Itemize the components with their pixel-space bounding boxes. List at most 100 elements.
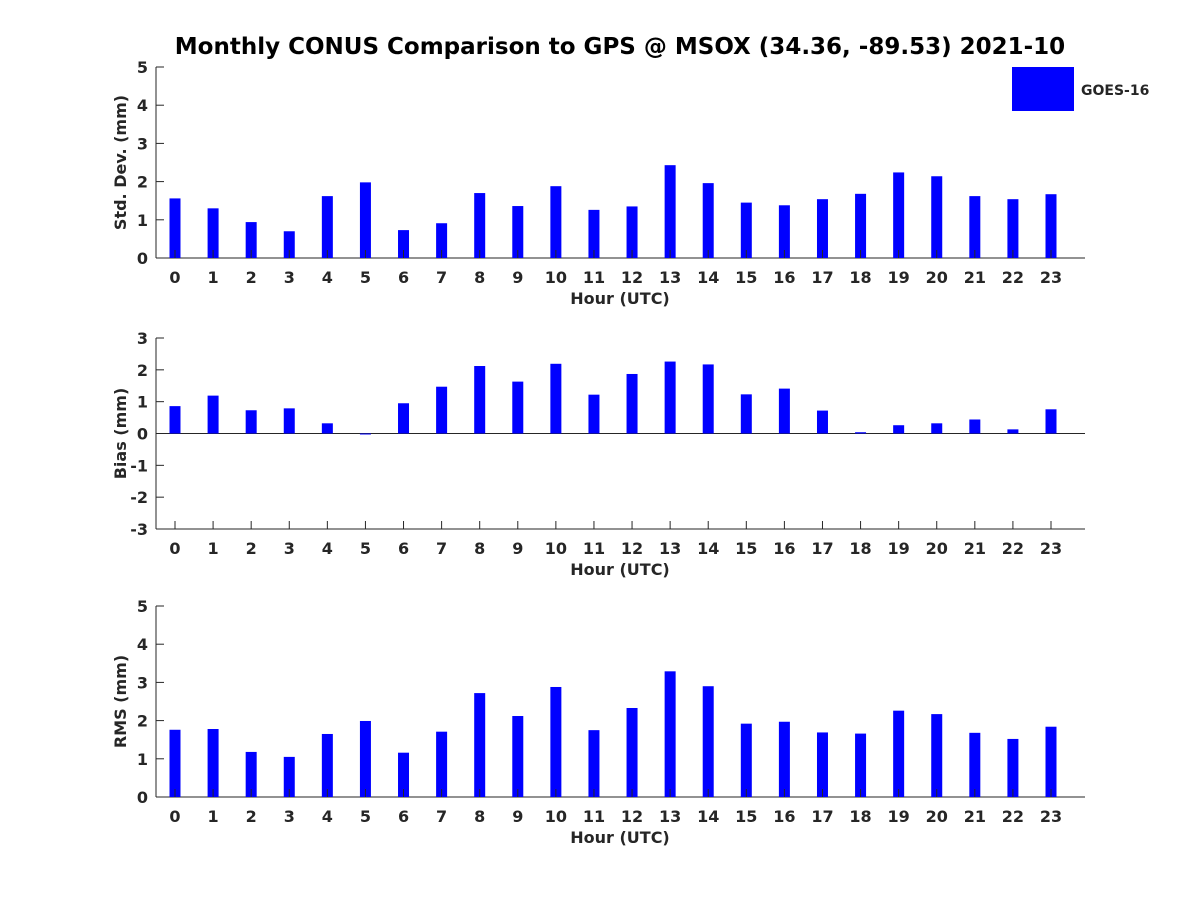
y-axis-label: RMS (mm) — [111, 655, 130, 748]
x-tick-label: 21 — [964, 807, 986, 826]
bar — [816, 199, 828, 258]
x-tick-label: 7 — [436, 539, 447, 558]
x-tick-label: 1 — [208, 807, 219, 826]
x-tick-label: 4 — [322, 807, 333, 826]
x-tick-label: 2 — [246, 807, 257, 826]
x-tick-label: 17 — [811, 539, 833, 558]
x-tick-label: 11 — [583, 807, 605, 826]
bar — [740, 202, 752, 258]
y-tick-label: 4 — [137, 635, 148, 654]
bar — [893, 172, 905, 258]
bar — [969, 732, 981, 797]
bar — [588, 394, 600, 434]
bar — [436, 386, 448, 434]
bar — [702, 686, 714, 797]
x-tick-label: 0 — [169, 268, 180, 287]
bar — [283, 756, 295, 797]
bar — [778, 388, 790, 434]
bar — [626, 373, 638, 434]
y-tick-label: 4 — [137, 96, 148, 115]
bar — [778, 205, 790, 258]
x-tick-label: 3 — [284, 268, 295, 287]
bar — [702, 364, 714, 434]
y-tick-label: 1 — [137, 750, 148, 769]
legend: GOES-16 — [1012, 67, 1149, 111]
bar — [969, 419, 981, 434]
bar — [740, 394, 752, 434]
x-tick-label: 7 — [436, 268, 447, 287]
y-tick-label: 2 — [137, 173, 148, 192]
x-tick-label: 3 — [284, 539, 295, 558]
bar — [550, 686, 562, 797]
y-tick-label: 2 — [137, 712, 148, 731]
bar — [283, 231, 295, 258]
bar — [1007, 429, 1019, 434]
bar — [207, 395, 219, 434]
bar — [664, 165, 676, 258]
x-axis-label: Hour (UTC) — [570, 560, 670, 579]
bar — [321, 423, 333, 434]
x-tick-label: 19 — [888, 539, 910, 558]
bar — [931, 176, 943, 258]
x-tick-label: 15 — [735, 807, 757, 826]
x-tick-label: 12 — [621, 268, 643, 287]
y-tick-label: 0 — [137, 788, 148, 807]
bar — [664, 361, 676, 434]
x-tick-label: 16 — [773, 268, 795, 287]
bar — [207, 729, 219, 797]
bar — [855, 733, 867, 797]
x-tick-label: 13 — [659, 539, 681, 558]
x-tick-label: 23 — [1040, 268, 1062, 287]
y-tick-label: 0 — [137, 249, 148, 268]
bar — [778, 721, 790, 797]
y-tick-label: -2 — [130, 488, 148, 507]
x-tick-label: 12 — [621, 539, 643, 558]
x-tick-label: 5 — [360, 268, 371, 287]
y-tick-label: -3 — [130, 520, 148, 539]
y-tick-label: 2 — [137, 361, 148, 380]
x-tick-label: 5 — [360, 539, 371, 558]
x-tick-label: 4 — [322, 268, 333, 287]
x-tick-label: 9 — [512, 807, 523, 826]
x-tick-label: 2 — [246, 268, 257, 287]
bar — [398, 403, 410, 434]
x-tick-label: 8 — [474, 539, 485, 558]
x-tick-label: 13 — [659, 268, 681, 287]
x-tick-label: 0 — [169, 539, 180, 558]
bar — [588, 730, 600, 797]
x-tick-label: 13 — [659, 807, 681, 826]
bar — [359, 720, 371, 797]
x-tick-label: 1 — [208, 539, 219, 558]
x-tick-label: 16 — [773, 807, 795, 826]
y-tick-label: 3 — [137, 134, 148, 153]
x-tick-label: 8 — [474, 807, 485, 826]
y-tick-label: 1 — [137, 211, 148, 230]
bar — [626, 707, 638, 797]
x-tick-label: 17 — [811, 807, 833, 826]
x-tick-label: 18 — [849, 807, 871, 826]
bar — [474, 693, 486, 797]
y-tick-label: -1 — [130, 456, 148, 475]
bar — [398, 752, 410, 797]
bar — [359, 433, 371, 435]
bar — [474, 193, 486, 258]
x-axis-label: Hour (UTC) — [570, 289, 670, 308]
bar — [512, 716, 524, 797]
x-tick-label: 9 — [512, 268, 523, 287]
y-axis-label: Bias (mm) — [111, 388, 130, 480]
bar — [512, 381, 524, 434]
x-tick-label: 18 — [849, 539, 871, 558]
x-tick-label: 3 — [284, 807, 295, 826]
x-tick-label: 20 — [926, 268, 948, 287]
bar — [169, 406, 181, 434]
x-tick-label: 6 — [398, 539, 409, 558]
bar — [931, 714, 943, 797]
bar — [969, 196, 981, 258]
bar — [169, 729, 181, 797]
bar — [321, 733, 333, 797]
